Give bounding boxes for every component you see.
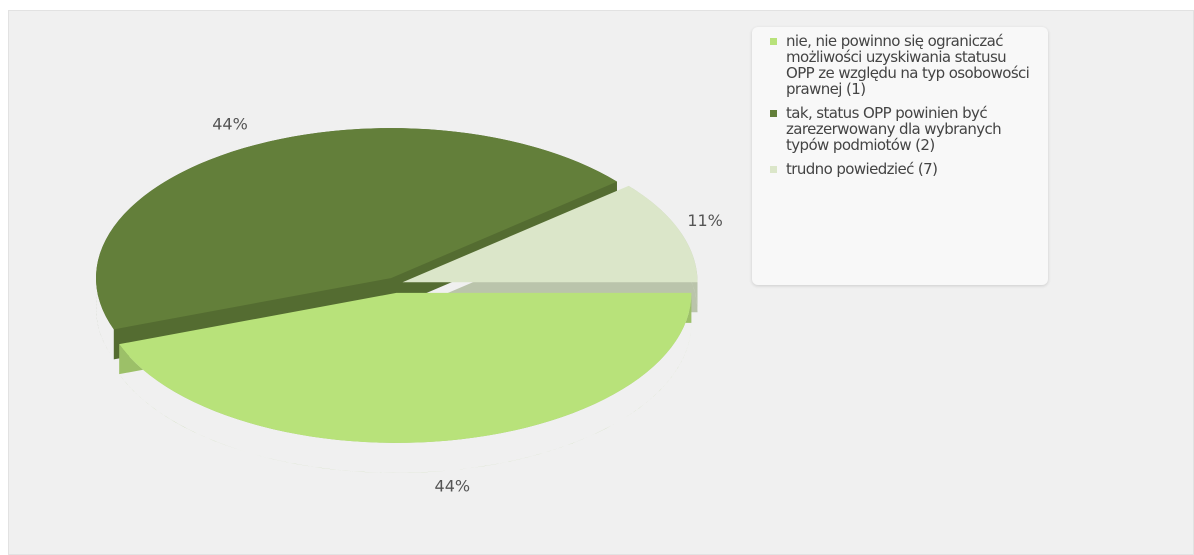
slice xyxy=(95,128,617,330)
data-label: 44% xyxy=(212,114,248,133)
legend: nie, nie powinno się ograniczać możliwoś… xyxy=(752,27,1048,285)
data-label: 11% xyxy=(687,211,723,230)
slice xyxy=(119,292,692,443)
legend-swatch xyxy=(770,110,777,117)
legend-label: tak, status OPP powinien być zarezerwowa… xyxy=(786,104,1002,154)
legend-label: nie, nie powinno się ograniczać możliwoś… xyxy=(786,32,1030,98)
legend-item: trudno powiedzieć (7) xyxy=(770,161,1036,177)
pie xyxy=(95,128,698,473)
data-label: 44% xyxy=(435,477,471,496)
legend-swatch xyxy=(770,166,777,173)
legend-item: tak, status OPP powinien być zarezerwowa… xyxy=(770,105,1036,153)
slice xyxy=(402,185,698,283)
legend-item: nie, nie powinno się ograniczać możliwoś… xyxy=(770,33,1036,97)
legend-label: trudno powiedzieć (7) xyxy=(786,160,938,178)
legend-swatch xyxy=(770,38,777,45)
